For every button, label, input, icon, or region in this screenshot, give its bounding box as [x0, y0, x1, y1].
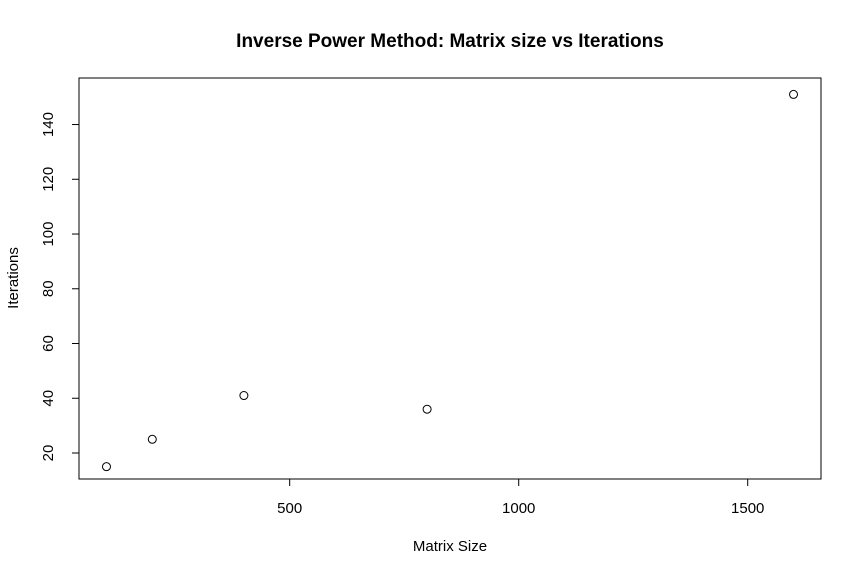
- y-tick-label: 40: [40, 390, 57, 407]
- y-tick-label: 100: [40, 222, 57, 247]
- x-tick-label: 1500: [731, 500, 764, 517]
- x-tick-label: 500: [277, 500, 302, 517]
- x-axis: 500 1000 1500: [277, 478, 764, 517]
- plot-frame: [78, 77, 822, 480]
- y-tick-label: 120: [40, 167, 57, 192]
- y-tick-label: 60: [40, 335, 57, 352]
- data-point: [147, 434, 157, 444]
- y-tick-label: 140: [40, 112, 57, 137]
- y-tick-label: 20: [40, 445, 57, 462]
- y-axis-label: Iterations: [5, 247, 22, 309]
- data-point: [239, 391, 249, 401]
- data-points: [101, 89, 799, 472]
- x-axis-label: Matrix Size: [413, 538, 487, 555]
- chart-title: Inverse Power Method: Matrix size vs Ite…: [236, 31, 664, 52]
- y-tick-label: 80: [40, 280, 57, 297]
- data-point: [101, 462, 111, 472]
- data-point: [422, 404, 432, 414]
- x-tick-label: 1000: [502, 500, 535, 517]
- y-axis: 20 40 60 80 100 120 140: [40, 112, 80, 462]
- data-point: [789, 89, 799, 99]
